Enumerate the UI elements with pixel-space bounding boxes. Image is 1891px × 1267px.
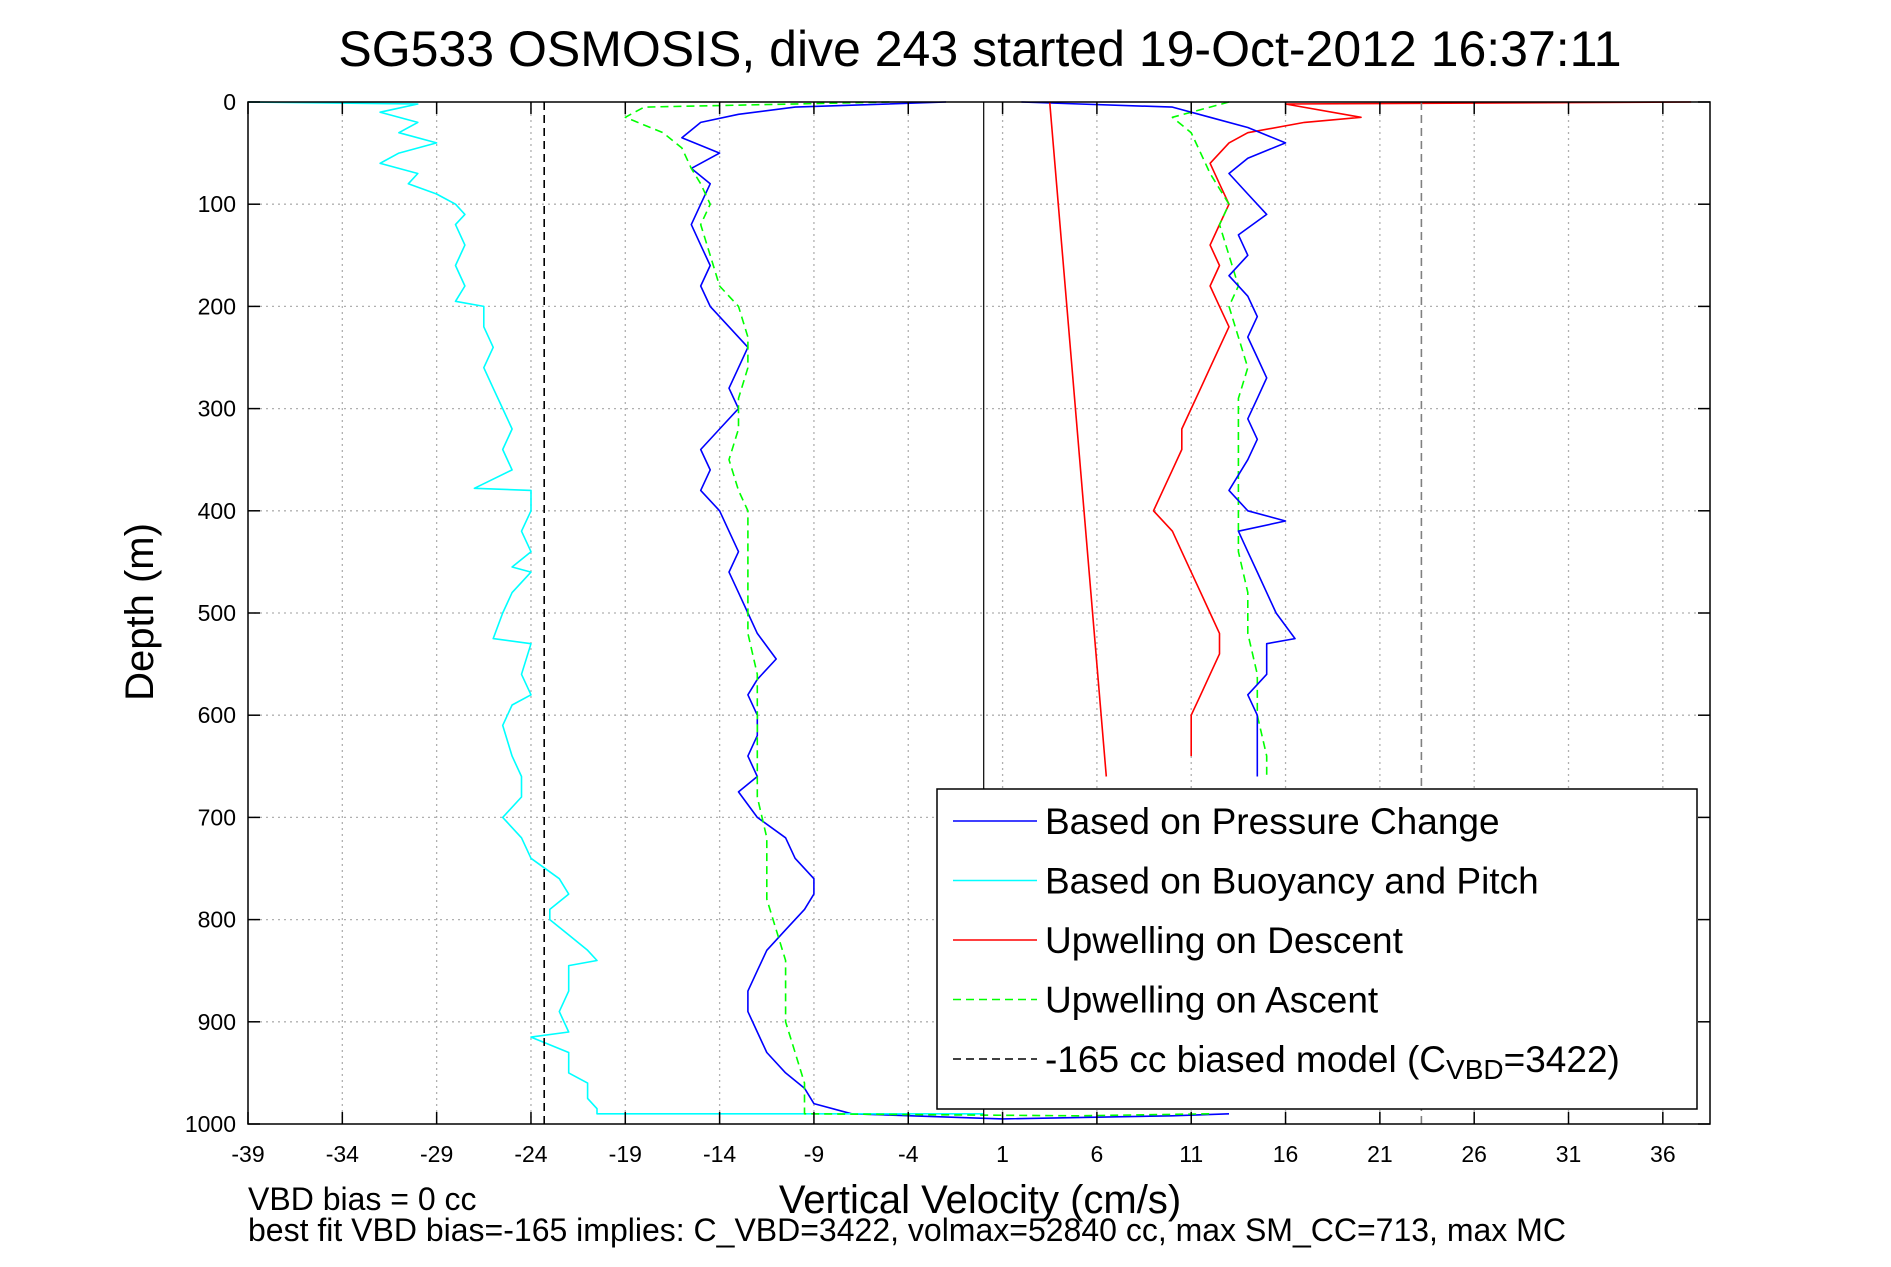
legend: Based on Pressure Change Based on Buoyanc… xyxy=(936,788,1698,1110)
legend-box xyxy=(936,788,1698,1110)
y-tick-label: 100 xyxy=(198,191,236,217)
y-tick-label: 800 xyxy=(198,907,236,933)
x-tick-label: 21 xyxy=(1367,1141,1393,1167)
x-tick-label: -14 xyxy=(703,1141,736,1167)
x-tick-label: 11 xyxy=(1179,1141,1203,1167)
x-tick-label: 26 xyxy=(1461,1141,1487,1167)
y-axis-label: Depth (m) xyxy=(118,523,162,701)
series-line-model-line-descent xyxy=(1048,101,1108,777)
data-series xyxy=(247,101,1692,1124)
x-tick-label: 6 xyxy=(1091,1141,1104,1167)
y-tick-label: 200 xyxy=(198,293,236,319)
legend-label-upwelling-on-ascent: Upwelling on Ascent xyxy=(1045,980,1379,1021)
y-tick-label: 300 xyxy=(198,396,236,422)
y-tick-label: 600 xyxy=(198,702,236,728)
x-tick-label: 1 xyxy=(996,1141,1009,1167)
footer-vbd-bias: VBD bias = 0 cc xyxy=(248,1181,477,1217)
series-line-based-on-buoyancy-and-pitch xyxy=(247,101,984,1115)
y-tick-label: 700 xyxy=(198,804,236,830)
x-tick-label: -39 xyxy=(231,1141,264,1167)
x-tick-label: -19 xyxy=(609,1141,642,1167)
axes: -39 -34 -29 -24 -19 -14 -9 -4 1 6 11 16 21 26 31 360100… xyxy=(185,89,1711,1167)
y-tick-label: 1000 xyxy=(185,1111,236,1137)
x-tick-label: -24 xyxy=(514,1141,547,1167)
x-tick-label: -34 xyxy=(326,1141,359,1167)
legend-label-based-on-pressure-change: Based on Pressure Change xyxy=(1045,801,1500,842)
x-tick-label: 36 xyxy=(1650,1141,1676,1167)
legend-label-subscript: VBD xyxy=(1446,1054,1504,1085)
series-line-based-on-pressure-change-ascent-branch xyxy=(1021,101,1296,777)
y-tick-label: 500 xyxy=(198,600,236,626)
y-tick-label: 900 xyxy=(198,1009,236,1035)
series-line-upwelling-on-ascent-upper-right-trace xyxy=(1171,101,1268,777)
x-tick-label: -29 xyxy=(420,1141,453,1167)
legend-label-part: -165 cc biased model (C xyxy=(1045,1039,1446,1080)
legend-label-upwelling-on-descent: Upwelling on Descent xyxy=(1045,920,1404,961)
series-line-upwelling-on-descent xyxy=(1152,101,1692,757)
x-axis-label: Vertical Velocity (cm/s) xyxy=(779,1178,1181,1222)
legend-label-part: =3422) xyxy=(1504,1039,1620,1080)
x-tick-label: 16 xyxy=(1273,1141,1299,1167)
chart-title: SG533 OSMOSIS, dive 243 started 19-Oct-2… xyxy=(338,21,1621,77)
y-tick-label: 400 xyxy=(198,498,236,524)
series-line-upwelling-on-ascent xyxy=(624,101,1211,1117)
legend-label-165-cc-biased-model: -165 cc biased model (CVBD=3422) xyxy=(1045,1039,1620,1085)
x-tick-label: 31 xyxy=(1556,1141,1582,1167)
y-tick-label: 0 xyxy=(223,89,236,115)
series-line-based-on-pressure-change xyxy=(681,101,1230,1120)
footer-best-fit: best fit VBD bias=-165 implies: C_VBD=34… xyxy=(248,1212,1566,1248)
legend-label-based-on-buoyancy-and-pitch: Based on Buoyancy and Pitch xyxy=(1045,861,1539,902)
x-tick-label: -9 xyxy=(804,1141,824,1167)
x-tick-label: -4 xyxy=(898,1141,919,1167)
